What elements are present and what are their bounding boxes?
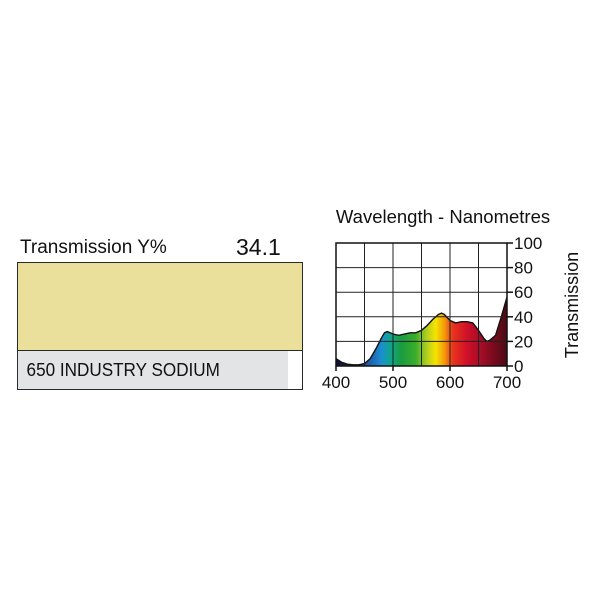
filter-swatch: 650 INDUSTRY SODIUM [17, 262, 303, 390]
transmission-curve [336, 296, 507, 366]
y-tick-label: 80 [514, 259, 533, 278]
x-tick-label: 400 [322, 373, 350, 392]
y-tick-label: 0 [514, 357, 523, 376]
filter-name: 650 INDUSTRY SODIUM [18, 351, 288, 389]
x-tick-label: 500 [379, 373, 407, 392]
x-tick-label: 600 [436, 373, 464, 392]
y-tick-label: 100 [514, 234, 542, 253]
y-tick-label: 40 [514, 308, 533, 327]
y-axis-label: Transmission [562, 252, 582, 358]
swatch-color [18, 263, 302, 351]
y-tick-label: 60 [514, 283, 533, 302]
transmission-label: Transmission Y% [20, 237, 167, 258]
plot-frame [335, 242, 508, 367]
transmission-value: 34.1 [236, 234, 281, 260]
chart-title: Wavelength - Nanometres [336, 206, 550, 227]
y-tick-label: 20 [514, 332, 533, 351]
x-tick-label: 700 [493, 373, 521, 392]
